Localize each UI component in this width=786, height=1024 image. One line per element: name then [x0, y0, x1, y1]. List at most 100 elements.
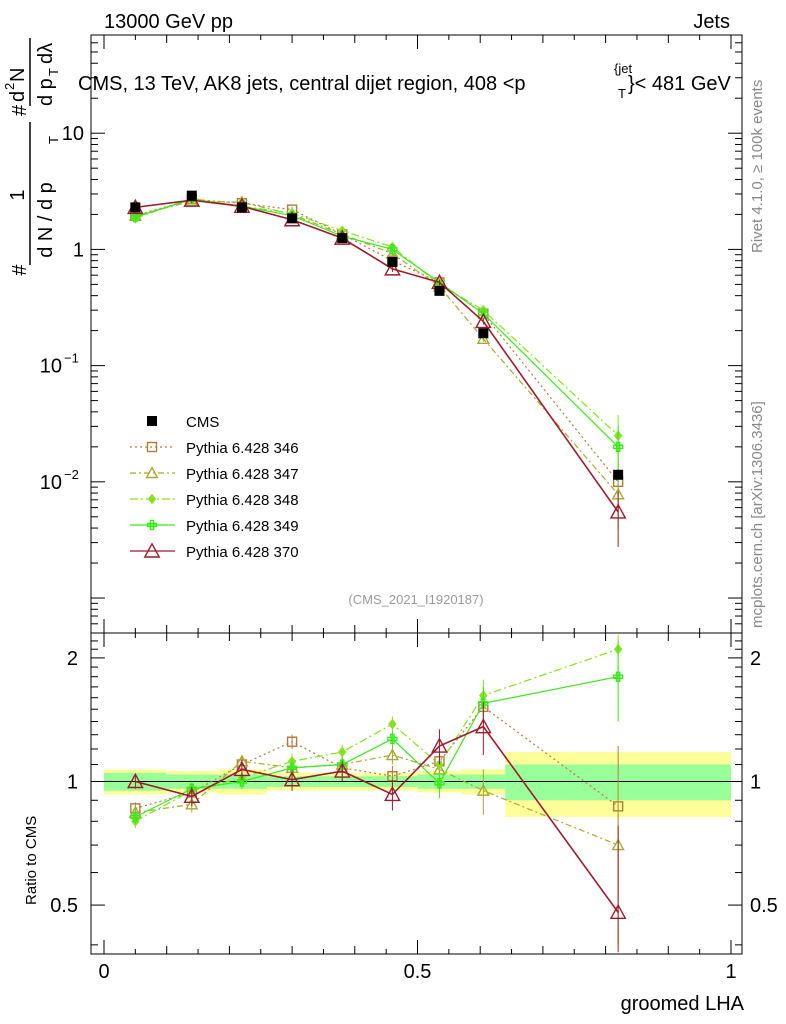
- ylabel-n: N: [7, 68, 29, 82]
- legend-label-2: Pythia 6.428 348: [186, 492, 299, 509]
- legend-marker-cms: [147, 416, 157, 426]
- title-pre: CMS, 13 TeV, AK8 jets, central dijet reg…: [78, 73, 514, 95]
- legend-marker-2: [147, 493, 157, 505]
- y-tick-exp-0: −2: [64, 467, 79, 482]
- ratio-point-series-4: [183, 787, 201, 804]
- x-tick-label-2: 1: [725, 961, 736, 983]
- legend-marker-3-h: [146, 522, 158, 528]
- title-post: }< 481 GeV: [628, 73, 732, 95]
- legend-label-4: Pythia 6.428 370: [186, 544, 299, 561]
- main-point-series-3-v: [390, 244, 395, 255]
- ylabel-one: 1: [7, 189, 29, 200]
- ratio-frame: [90, 632, 743, 955]
- main-point-series-3: [130, 211, 141, 223]
- ylabel-den: d N / d p: [35, 182, 57, 258]
- ratio-point-series-3-h: [236, 779, 248, 784]
- main-point-series-3-v: [133, 211, 138, 223]
- data-point-cms: [186, 190, 197, 201]
- ratio-tick-label-right-0: 0.5: [750, 895, 778, 917]
- legend-marker-4: [143, 542, 161, 558]
- ratio-tick-label-right-2: 2: [750, 648, 761, 670]
- y-tick-label-3: 10: [62, 123, 84, 145]
- header-right: Jets: [693, 11, 730, 33]
- main-line-series-2: [135, 197, 619, 437]
- ratio-point-series-3-h: [434, 781, 445, 786]
- main-point-series-3-h: [130, 214, 141, 220]
- ratio-tick-label-right-1: 1: [750, 771, 761, 793]
- ratio-point-series-3-v: [133, 811, 138, 823]
- x-axis-label: groomed LHA: [621, 993, 745, 1015]
- ratio-point-series-4: [431, 737, 448, 753]
- title-p: p: [514, 73, 525, 95]
- ratio-point-series-4: [609, 903, 627, 920]
- ratio-point-series-3-v: [437, 778, 442, 789]
- ratio-point-series-3: [387, 733, 398, 745]
- ratio-tick-label-left-1: 1: [67, 771, 78, 793]
- main-point-series-4: [384, 260, 401, 276]
- ylabel-d: d: [7, 91, 29, 102]
- ratio-point-series-3-v: [390, 733, 395, 745]
- legend-label-3: Pythia 6.428 349: [186, 518, 299, 535]
- data-point-cms: [387, 256, 398, 267]
- ratio-point-series-1: [185, 797, 199, 810]
- ratio-point-series-0: [286, 736, 298, 747]
- ratio-point-series-4: [233, 760, 251, 777]
- ratio-point-series-3: [434, 778, 445, 789]
- data-point-cms: [130, 202, 141, 213]
- main-point-series-3-h: [612, 444, 624, 450]
- y-tick-label-0: 10: [40, 472, 62, 494]
- ratio-point-series-4: [333, 762, 351, 778]
- main-point-series-4: [474, 312, 492, 329]
- rivet-label: Rivet 4.1.0, ≥ 100k events: [749, 80, 766, 253]
- ratio-point-series-2: [338, 746, 347, 758]
- legend-label-cms: CMS: [186, 414, 219, 431]
- ratio-point-series-4: [384, 785, 401, 802]
- data-point-cms: [236, 202, 247, 213]
- x-tick-label-1: 0.5: [404, 961, 432, 983]
- ylabel-den-sub: T: [46, 136, 61, 144]
- ratio-line-series-1: [135, 754, 619, 846]
- ylabel-dp-sub: T: [46, 68, 61, 76]
- data-point-cms: [287, 213, 298, 224]
- ylabel-pow: 2: [2, 83, 17, 90]
- ratio-point-series-4: [474, 718, 492, 734]
- title-sup: {jet: [614, 61, 632, 76]
- legend-marker-0: [146, 441, 158, 453]
- ratio-point-series-2: [388, 718, 397, 730]
- ratio-point-series-3: [612, 671, 624, 682]
- main-point-series-3: [612, 441, 624, 453]
- ratio-tick-label-left-0: 0.5: [50, 895, 78, 917]
- y-tick-label-2: 1: [73, 239, 84, 261]
- x-tick-label-0: 0: [98, 961, 109, 983]
- legend: CMS Pythia 6.428 346 Pythia 6.428 347 Pythi…: [130, 414, 299, 561]
- mcplots-label: mcplots.cern.ch [arXiv:1306.3436]: [749, 401, 766, 628]
- ylabel-hash-1: #: [9, 264, 31, 276]
- y-tick-exp-1: −1: [64, 351, 79, 366]
- data-point-cms: [337, 233, 348, 244]
- ratio-point-series-3-h: [130, 814, 141, 820]
- data-point-cms: [434, 285, 445, 296]
- main-point-series-4: [609, 503, 627, 519]
- legend-marker-3-v: [149, 519, 155, 531]
- ratio-point-series-3-h: [612, 674, 624, 679]
- ratio-point-series-1: [476, 783, 490, 796]
- main-point-series-1: [476, 331, 490, 345]
- ratio-point-series-3-v: [615, 671, 621, 682]
- ratio-point-series-4: [126, 772, 144, 789]
- legend-label-1: Pythia 6.428 347: [186, 466, 299, 483]
- title-sub: T: [618, 86, 626, 101]
- ratio-point-series-4: [283, 771, 301, 787]
- main-point-series-3-v: [481, 308, 486, 319]
- legend-marker-1: [145, 466, 159, 479]
- y-tick-label-1: 10: [40, 356, 62, 378]
- ylabel-dlambda: dλ: [35, 43, 57, 64]
- ratio-point-series-1: [385, 748, 399, 761]
- main-series: [126, 190, 627, 547]
- header-left: 13000 GeV pp: [104, 11, 233, 33]
- data-point-cms: [613, 469, 624, 480]
- legend-marker-3: [146, 519, 158, 531]
- legend-label-0: Pythia 6.428 346: [186, 440, 299, 457]
- ratio-series: [126, 634, 627, 953]
